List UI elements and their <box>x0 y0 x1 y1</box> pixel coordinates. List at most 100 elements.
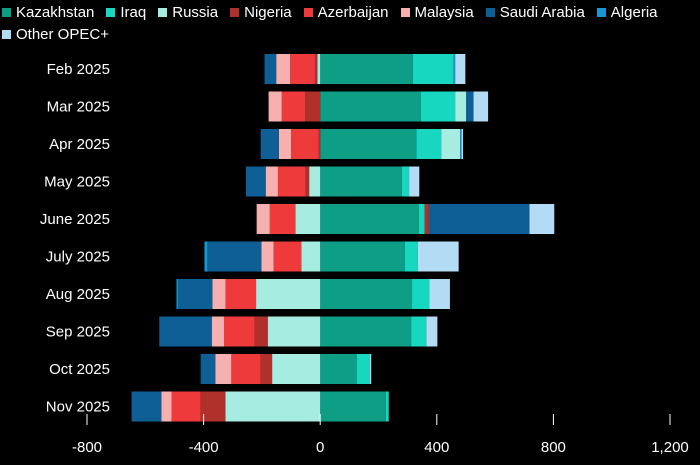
bar-segment-algeria-apr-2025 <box>460 129 462 159</box>
bar-segment-kazakhstan-mar-2025 <box>320 91 421 122</box>
category-label: May 2025 <box>44 174 110 191</box>
category-label: Oct 2025 <box>49 361 110 378</box>
category-label: Aug 2025 <box>46 286 110 303</box>
bar-segment-russia-may-2025 <box>309 166 321 197</box>
legend-item-saudi-arabia: Saudi Arabia <box>485 2 585 22</box>
legend-item-kazakhstan: Kazakhstan <box>2 2 94 22</box>
legend-label: Algeria <box>610 3 658 21</box>
bar-segment-algeria-aug-2025 <box>176 279 178 309</box>
bar-segment-other-opec-aug-2025 <box>429 279 450 309</box>
bar-segment-nigeria-nov-2025 <box>200 391 226 422</box>
bar-segment-iraq-apr-2025 <box>416 129 442 159</box>
bar-segment-kazakhstan-sep-2025 <box>320 316 412 347</box>
bar-segment-malaysia-july-2025 <box>261 241 274 272</box>
legend-item-russia: Russia <box>158 2 218 22</box>
bar-segment-malaysia-mar-2025 <box>268 91 282 122</box>
bar-segment-nigeria-june-2025 <box>424 204 429 234</box>
bar-segment-russia-july-2025 <box>301 241 321 272</box>
bar-segment-saudi-arabia-july-2025 <box>207 241 262 272</box>
category-label: Nov 2025 <box>46 399 110 416</box>
bar-segment-saudi-arabia-mar-2025 <box>466 91 474 122</box>
legend-swatch <box>400 7 410 17</box>
legend-swatch <box>2 29 11 39</box>
bar-segment-nigeria-sep-2025 <box>254 316 268 347</box>
bar-segment-azerbaijan-aug-2025 <box>225 279 257 309</box>
bar-segment-nigeria-mar-2025 <box>305 91 321 122</box>
bar-segment-russia-sep-2025 <box>267 316 321 347</box>
bar-segment-iraq-mar-2025 <box>420 91 456 122</box>
legend-label: Iraq <box>120 3 147 21</box>
bar-segment-nigeria-feb-2025 <box>314 54 318 84</box>
bar-segment-saudi-arabia-oct-2025 <box>200 354 216 384</box>
legend-swatch <box>106 7 116 17</box>
bar-segment-azerbaijan-oct-2025 <box>231 354 261 384</box>
legend-label: Nigeria <box>244 3 292 21</box>
bar-segment-malaysia-sep-2025 <box>211 316 224 347</box>
bar-segment-iraq-oct-2025 <box>356 354 370 384</box>
bar-segment-iraq-sep-2025 <box>411 316 427 347</box>
x-tick-label: 0 <box>316 439 324 456</box>
bar-segment-malaysia-apr-2025 <box>278 129 292 159</box>
bar-segment-iraq-may-2025 <box>401 166 410 197</box>
bar-segment-malaysia-aug-2025 <box>212 279 226 309</box>
x-tick-label: -400 <box>189 439 219 456</box>
bar-segment-russia-oct-2025 <box>272 354 321 384</box>
legend-swatch <box>2 7 11 17</box>
category-label: Sep 2025 <box>46 324 110 341</box>
bar-segment-kazakhstan-july-2025 <box>320 241 405 272</box>
bar-segment-azerbaijan-feb-2025 <box>290 54 315 84</box>
bar-segment-azerbaijan-may-2025 <box>277 166 306 197</box>
bar-segment-other-opec-oct-2025 <box>369 354 372 384</box>
bar-segment-iraq-nov-2025 <box>385 391 389 422</box>
bar-segment-algeria-july-2025 <box>204 241 208 272</box>
bar-segment-other-opec-mar-2025 <box>473 91 489 122</box>
bar-segment-malaysia-oct-2025 <box>215 354 232 384</box>
bar-segment-other-opec-feb-2025 <box>455 54 466 84</box>
category-label: July 2025 <box>46 249 110 266</box>
bar-segment-kazakhstan-aug-2025 <box>320 279 413 309</box>
bar-segment-malaysia-june-2025 <box>256 204 270 234</box>
bar-segment-azerbaijan-june-2025 <box>269 204 296 234</box>
legend-label: Other OPEC+ <box>16 25 109 43</box>
bar-segment-saudi-arabia-may-2025 <box>245 166 266 197</box>
bar-segment-saudi-arabia-sep-2025 <box>159 316 212 347</box>
legend-swatch <box>596 7 606 17</box>
bar-segment-nigeria-oct-2025 <box>260 354 273 384</box>
bar-segment-other-opec-may-2025 <box>409 166 420 197</box>
legend-swatch <box>303 7 313 17</box>
category-label: Mar 2025 <box>47 99 110 116</box>
bar-segment-saudi-arabia-aug-2025 <box>177 279 213 309</box>
legend-label: Azerbaijan <box>317 3 389 21</box>
bar-segment-russia-nov-2025 <box>225 391 321 422</box>
x-axis: -800 -400 0 400 800 1,200 <box>72 414 689 456</box>
category-label: June 2025 <box>40 211 110 228</box>
bar-segment-kazakhstan-nov-2025 <box>320 391 386 422</box>
bar-segment-saudi-arabia-apr-2025 <box>260 129 279 159</box>
bar-segment-iraq-june-2025 <box>418 204 425 234</box>
bar-segment-malaysia-nov-2025 <box>161 391 172 422</box>
bar-segment-iraq-aug-2025 <box>412 279 430 309</box>
bar-segment-russia-aug-2025 <box>256 279 321 309</box>
bar-segment-russia-feb-2025 <box>317 54 321 84</box>
bar-segment-kazakhstan-apr-2025 <box>320 129 417 159</box>
legend-item-iraq: Iraq <box>106 2 146 22</box>
legend-label: Saudi Arabia <box>499 3 585 21</box>
bar-segment-iraq-july-2025 <box>404 241 418 272</box>
bar-segment-other-opec-apr-2025 <box>461 129 464 159</box>
legend-swatch <box>158 7 168 17</box>
bar-segment-saudi-arabia-nov-2025 <box>131 391 162 422</box>
bar-segment-russia-mar-2025 <box>455 91 467 122</box>
bar-segment-algeria-feb-2025 <box>453 54 456 84</box>
bar-segment-russia-apr-2025 <box>441 129 461 159</box>
legend-item-algeria: Algeria <box>596 2 658 22</box>
bar-segment-azerbaijan-apr-2025 <box>291 129 319 159</box>
bar-segment-kazakhstan-june-2025 <box>320 204 419 234</box>
legend-swatch <box>230 7 240 17</box>
legend-item-nigeria: Nigeria <box>230 2 292 22</box>
bar-segment-russia-june-2025 <box>295 204 321 234</box>
x-tick-label: 1,200 <box>651 439 689 456</box>
bar-segment-kazakhstan-may-2025 <box>320 166 402 197</box>
bar-segment-other-opec-june-2025 <box>529 204 555 234</box>
legend-item-other-opec: Other OPEC+ <box>2 24 109 44</box>
